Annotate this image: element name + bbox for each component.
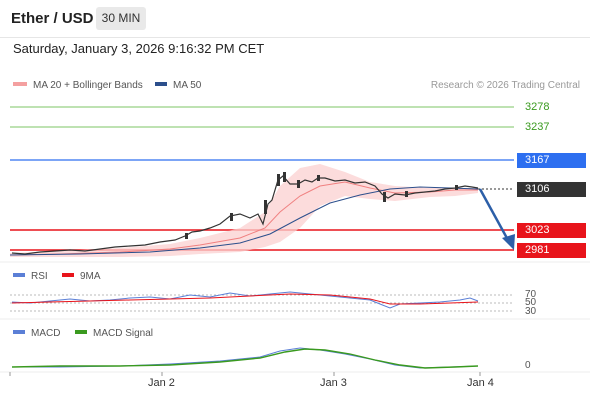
- bollinger-swatch-icon: [13, 82, 27, 87]
- level-tag-pivot: 3167: [517, 153, 586, 168]
- legend-ma50: MA 50: [155, 80, 201, 91]
- legend-bollinger-label: MA 20 + Bollinger Bands: [33, 80, 143, 91]
- x-label-jan3: Jan 3: [320, 377, 347, 389]
- candle-bodies: [185, 172, 458, 239]
- x-label-jan2: Jan 2: [148, 377, 175, 389]
- forecast-arrow-head-icon: [502, 234, 515, 250]
- level-tag-r2: 3278: [525, 101, 550, 113]
- ma50-swatch-icon: [155, 82, 167, 87]
- legend-bollinger: MA 20 + Bollinger Bands: [13, 80, 143, 91]
- ma20-line: [9, 181, 478, 256]
- level-tag-s2: 2981: [517, 243, 586, 258]
- legend-rsi-ma: 9MA: [62, 271, 101, 282]
- ma50-line: [9, 186, 479, 256]
- rsi-ma-line: [11, 293, 479, 305]
- rsi-ma-swatch-icon: [62, 273, 74, 278]
- macd-line: [12, 347, 479, 369]
- rsi-level-30-label: 30: [525, 306, 537, 317]
- legend-macd-signal-label: MACD Signal: [93, 328, 154, 339]
- level-tag-s1: 3023: [517, 223, 586, 238]
- x-label-jan4: Jan 4: [467, 377, 494, 389]
- legend-ma50-label: MA 50: [173, 80, 202, 91]
- rsi-level-50-label: 50: [525, 297, 537, 308]
- rsi-line: [11, 291, 479, 309]
- bollinger-band: [10, 164, 478, 257]
- macd-signal-line: [11, 348, 479, 369]
- rsi-level-70-label: 70: [525, 289, 537, 300]
- rsi-swatch-icon: [13, 273, 25, 278]
- legend-macd-label: MACD: [31, 328, 61, 339]
- forecast-arrow: [478, 188, 510, 241]
- chart-datetime: Saturday, January 3, 2026 9:16:32 PM CET: [13, 41, 265, 56]
- macd-zero-label: 0: [525, 360, 531, 371]
- legend-macd-signal: MACD Signal: [75, 328, 153, 339]
- timeframe-button[interactable]: 30 MIN: [96, 7, 146, 30]
- research-credit: Research © 2026 Trading Central: [430, 80, 580, 91]
- legend-rsi: RSI: [13, 271, 48, 282]
- macd-signal-swatch-icon: [75, 330, 87, 335]
- legend-rsi-label: RSI: [31, 271, 48, 282]
- level-tag-r1: 3237: [525, 121, 550, 133]
- macd-swatch-icon: [13, 330, 25, 335]
- chart-header: Ether / USD 30 MIN: [0, 0, 590, 38]
- instrument-title: Ether / USD: [11, 10, 94, 27]
- legend-rsi-ma-label: 9MA: [80, 271, 101, 282]
- legend-macd: MACD: [13, 328, 60, 339]
- level-tag-last: 3106: [517, 182, 586, 197]
